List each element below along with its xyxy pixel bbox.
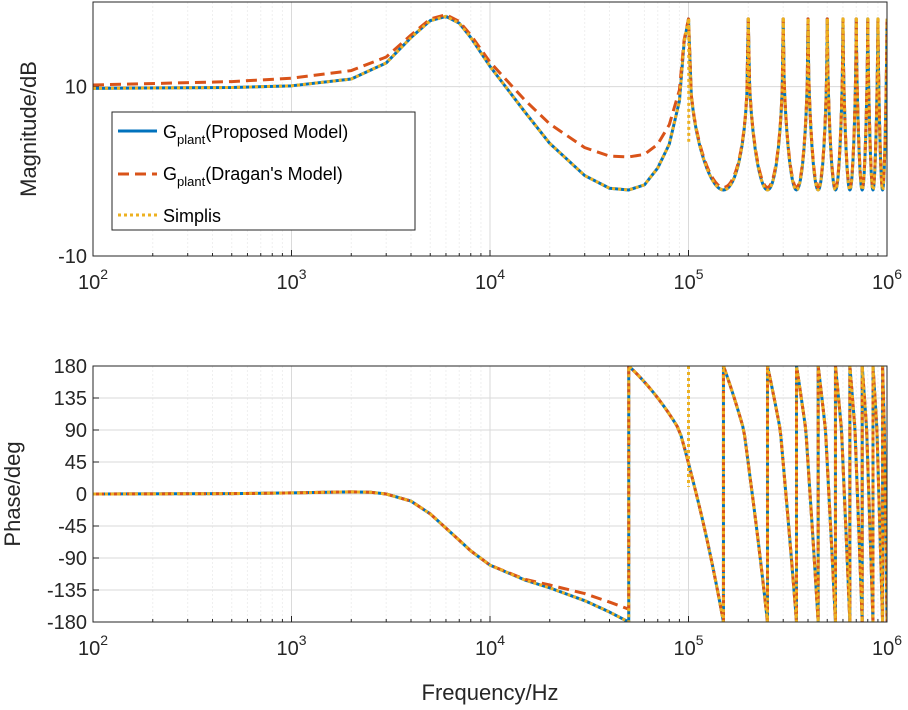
y-tick-label: 45 [65,452,87,474]
legend-label-dragan: Gplant(Dragan's Model) [163,164,343,189]
legend-label-proposed: Gplant(Proposed Model) [163,122,348,147]
phase-series [93,366,887,622]
legend-entry-dragan: Gplant(Dragan's Model) [118,164,343,189]
series-line-2-mag [93,14,887,192]
phase-x-tick-labels: 102 103 104 105 106 [78,632,902,660]
phase-axes-box [92,365,888,623]
legend: Gplant(Proposed Model) Gplant(Dragan's M… [111,111,416,231]
x-tick-label: 105 [673,266,703,294]
legend-entry-proposed: Gplant(Proposed Model) [118,122,348,147]
x-tick-label: 104 [475,632,505,660]
y-tick-label: -180 [47,612,87,634]
x-tick-label: 104 [475,266,505,294]
y-tick-label: 0 [76,484,87,506]
x-tick-label: 106 [872,632,902,660]
phase-y-tick-labels: -180 -135 -90 -45 0 45 90 135 180 [47,356,87,634]
y-tick-label: -90 [58,548,87,570]
y-tick-label: 10 [65,77,87,99]
x-axis-label: Frequency/Hz [422,680,559,705]
x-tick-label: 102 [78,632,108,660]
x-tick-label: 105 [673,632,703,660]
y-tick-label: -45 [58,516,87,538]
y-tick-label: -10 [58,246,87,268]
y-tick-label: 135 [54,388,87,410]
y-tick-label: 90 [65,420,87,442]
series-line-2-ph [93,366,887,622]
x-tick-label: 102 [78,266,108,294]
legend-box [111,111,416,231]
phase-y-axis-label: Phase/deg [0,441,25,546]
magnitude-panel: -10 10 102 103 104 105 106 Magnitude/dB Gplan… [16,1,902,294]
magnitude-axes-box [92,1,888,257]
magnitude-x-tick-labels: 102 103 104 105 106 [78,266,902,294]
legend-entry-simplis: Simplis [118,206,221,226]
x-tick-label: 103 [276,632,306,660]
magnitude-series [93,13,887,192]
y-tick-label: 180 [54,356,87,378]
magnitude-y-tick-labels: -10 10 [58,77,87,268]
y-tick-label: -135 [47,580,87,602]
x-tick-label: 106 [872,266,902,294]
legend-label-simplis: Simplis [163,206,221,226]
x-tick-label: 103 [276,266,306,294]
magnitude-y-axis-label: Magnitude/dB [16,61,41,197]
